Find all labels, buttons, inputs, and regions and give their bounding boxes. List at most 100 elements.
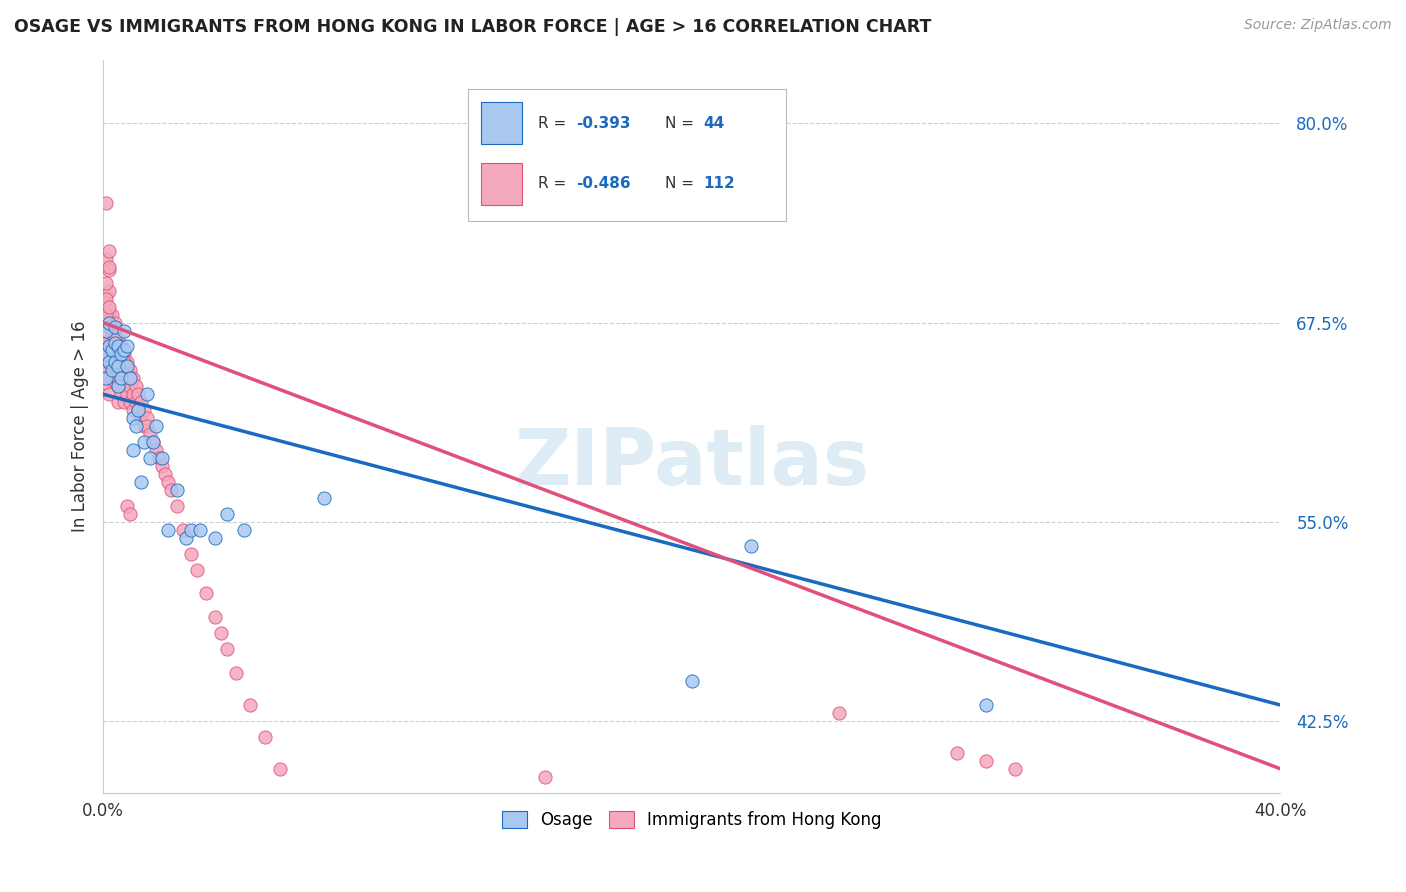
Point — [112, 379, 135, 393]
Point — [94, 324, 117, 338]
Point — [174, 531, 197, 545]
Point — [112, 343, 135, 357]
Point — [94, 376, 117, 390]
Point — [98, 260, 121, 274]
Point — [945, 746, 967, 760]
Point — [115, 371, 138, 385]
Point — [136, 387, 159, 401]
Point — [98, 371, 121, 385]
Point — [298, 825, 321, 839]
Point — [180, 547, 202, 561]
Point — [204, 531, 226, 545]
Point — [172, 523, 194, 537]
Point — [131, 395, 153, 409]
Point — [145, 419, 167, 434]
Point — [121, 443, 143, 458]
Point — [312, 491, 335, 505]
Point — [121, 411, 143, 425]
Point — [115, 355, 138, 369]
Point — [127, 403, 149, 417]
Point — [98, 355, 121, 369]
Point — [215, 507, 238, 521]
Point — [104, 320, 127, 334]
Point — [98, 316, 121, 330]
Point — [107, 395, 129, 409]
Point — [188, 523, 211, 537]
Point — [740, 539, 762, 553]
Point — [104, 316, 127, 330]
Point — [94, 339, 117, 353]
Point — [145, 443, 167, 458]
Point — [98, 320, 121, 334]
Point — [101, 339, 124, 353]
Point — [94, 308, 117, 322]
Point — [148, 450, 170, 465]
Point — [94, 331, 117, 345]
Point — [110, 355, 132, 369]
Point — [110, 347, 132, 361]
Point — [98, 355, 121, 369]
Point — [134, 403, 156, 417]
Point — [107, 331, 129, 345]
Point — [225, 666, 247, 681]
Point — [253, 730, 276, 744]
Point — [94, 343, 117, 357]
Point — [112, 347, 135, 361]
Point — [139, 427, 162, 442]
Point — [142, 435, 165, 450]
Y-axis label: In Labor Force | Age > 16: In Labor Force | Age > 16 — [72, 320, 89, 532]
Point — [101, 339, 124, 353]
Point — [107, 379, 129, 393]
Point — [107, 371, 129, 385]
Point — [94, 324, 117, 338]
Point — [101, 363, 124, 377]
Point — [110, 371, 132, 385]
Point — [101, 308, 124, 322]
Point — [195, 586, 218, 600]
Text: Source: ZipAtlas.com: Source: ZipAtlas.com — [1244, 18, 1392, 32]
Point — [283, 794, 305, 808]
Point — [150, 450, 173, 465]
Point — [121, 403, 143, 417]
Point — [118, 371, 141, 385]
Point — [98, 263, 121, 277]
Point — [107, 347, 129, 361]
Point — [269, 762, 291, 776]
Text: OSAGE VS IMMIGRANTS FROM HONG KONG IN LABOR FORCE | AGE > 16 CORRELATION CHART: OSAGE VS IMMIGRANTS FROM HONG KONG IN LA… — [14, 18, 931, 36]
Point — [131, 475, 153, 489]
Point — [104, 375, 127, 389]
Point — [112, 355, 135, 369]
Point — [681, 674, 703, 689]
Point — [107, 339, 129, 353]
Point — [115, 387, 138, 401]
Point — [533, 770, 555, 784]
Point — [110, 339, 132, 353]
Point — [112, 363, 135, 377]
Point — [112, 324, 135, 338]
Point — [186, 563, 208, 577]
Point — [134, 435, 156, 450]
Point — [104, 326, 127, 341]
Point — [121, 387, 143, 401]
Point — [94, 347, 117, 361]
Point — [94, 371, 117, 385]
Point — [136, 419, 159, 434]
Point — [166, 499, 188, 513]
Point — [101, 355, 124, 369]
Point — [94, 363, 117, 377]
Point — [101, 324, 124, 338]
Point — [974, 754, 997, 768]
Point — [98, 244, 121, 258]
Point — [107, 347, 129, 361]
Point — [107, 359, 129, 373]
Point — [204, 610, 226, 624]
Point — [134, 419, 156, 434]
Point — [215, 642, 238, 657]
Point — [131, 411, 153, 425]
Point — [94, 347, 117, 361]
Point — [124, 379, 146, 393]
Point — [98, 304, 121, 318]
Point — [159, 483, 181, 497]
Point — [127, 403, 149, 417]
Point — [233, 523, 256, 537]
